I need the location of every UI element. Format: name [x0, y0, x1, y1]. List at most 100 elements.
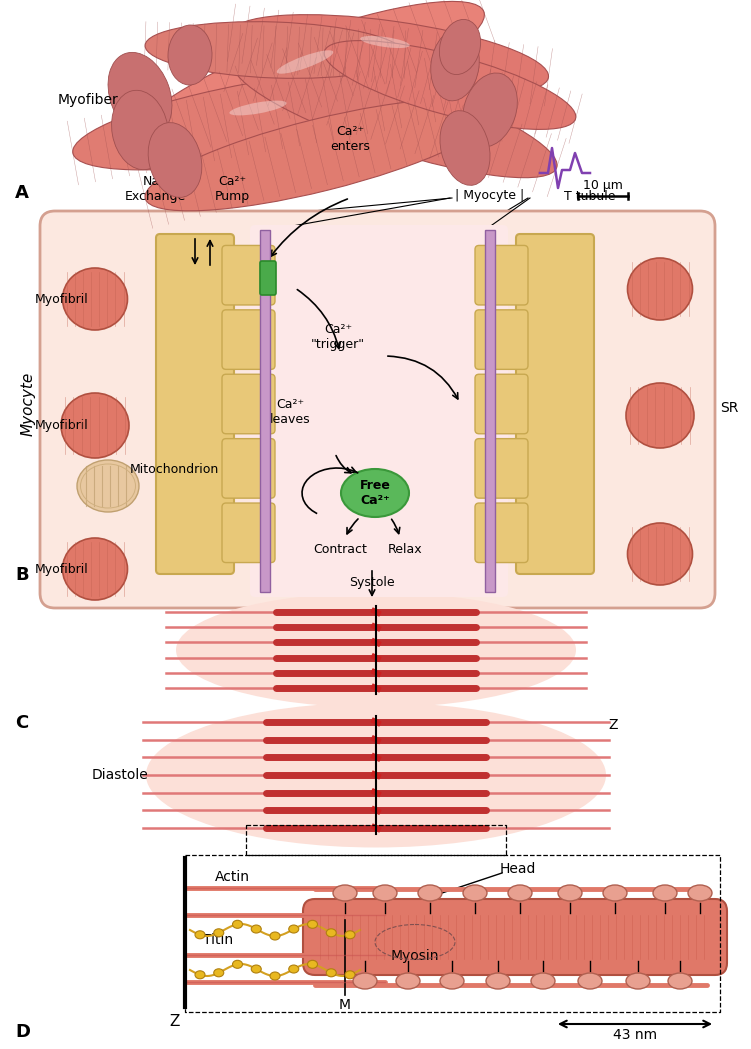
Text: A: A [15, 184, 29, 202]
Text: | Myocyte |: | Myocyte | [455, 190, 525, 202]
Text: Relax: Relax [388, 543, 422, 556]
Text: Myosin: Myosin [391, 949, 439, 963]
FancyBboxPatch shape [40, 211, 715, 608]
Ellipse shape [168, 25, 212, 85]
Ellipse shape [324, 41, 576, 129]
Ellipse shape [373, 885, 397, 901]
Text: Z: Z [170, 1014, 180, 1029]
Ellipse shape [440, 111, 490, 186]
Text: Free
Ca²⁺: Free Ca²⁺ [360, 479, 391, 507]
Ellipse shape [252, 925, 261, 933]
Text: Ca²⁺
leaves: Ca²⁺ leaves [270, 398, 310, 426]
Ellipse shape [62, 538, 128, 600]
Text: Actin: Actin [215, 870, 250, 884]
Ellipse shape [231, 15, 548, 95]
Ellipse shape [603, 885, 627, 901]
Ellipse shape [463, 885, 487, 901]
FancyBboxPatch shape [156, 234, 234, 574]
Ellipse shape [440, 973, 464, 989]
Ellipse shape [270, 932, 280, 940]
Ellipse shape [531, 973, 555, 989]
Ellipse shape [431, 29, 479, 101]
Ellipse shape [145, 100, 495, 211]
Ellipse shape [229, 101, 287, 115]
Ellipse shape [626, 973, 650, 989]
Text: M: M [339, 998, 351, 1012]
Ellipse shape [276, 50, 333, 73]
Ellipse shape [61, 393, 129, 458]
FancyBboxPatch shape [222, 438, 275, 498]
Text: Ca²⁺
"trigger": Ca²⁺ "trigger" [311, 323, 365, 351]
Text: Systole: Systole [349, 576, 395, 588]
Text: Na⁺
Exchange: Na⁺ Exchange [125, 175, 185, 204]
FancyBboxPatch shape [222, 504, 275, 562]
Ellipse shape [668, 973, 692, 989]
Text: Myofiber: Myofiber [58, 93, 119, 107]
FancyBboxPatch shape [303, 899, 727, 975]
Ellipse shape [333, 885, 357, 901]
Ellipse shape [73, 70, 448, 170]
Text: Titin: Titin [203, 933, 233, 947]
Ellipse shape [353, 973, 377, 989]
Text: Diastole: Diastole [92, 768, 148, 782]
Text: C: C [15, 714, 29, 732]
FancyBboxPatch shape [475, 374, 528, 433]
Ellipse shape [439, 20, 481, 74]
Ellipse shape [558, 885, 582, 901]
Ellipse shape [62, 267, 128, 330]
Ellipse shape [508, 885, 532, 901]
Text: 10 μm: 10 μm [583, 179, 623, 192]
FancyBboxPatch shape [516, 234, 594, 574]
Text: Myocyte: Myocyte [20, 372, 35, 436]
FancyBboxPatch shape [475, 504, 528, 562]
Ellipse shape [233, 52, 557, 177]
Text: T tubule: T tubule [564, 190, 616, 204]
Ellipse shape [345, 930, 355, 939]
Ellipse shape [307, 920, 318, 928]
FancyBboxPatch shape [250, 224, 508, 597]
Text: Myofibril: Myofibril [35, 419, 89, 431]
Ellipse shape [326, 928, 336, 937]
FancyBboxPatch shape [222, 245, 275, 305]
Ellipse shape [288, 965, 299, 973]
Text: Ca²⁺
Pump: Ca²⁺ Pump [215, 175, 249, 204]
Ellipse shape [418, 885, 442, 901]
FancyBboxPatch shape [475, 245, 528, 305]
Text: Myofibril: Myofibril [35, 563, 89, 577]
Text: Z: Z [608, 718, 617, 732]
Ellipse shape [214, 928, 224, 937]
Ellipse shape [628, 258, 692, 320]
Ellipse shape [195, 970, 205, 979]
Text: D: D [15, 1023, 30, 1041]
Ellipse shape [578, 973, 602, 989]
Text: Head: Head [500, 862, 536, 876]
Ellipse shape [288, 925, 299, 933]
Bar [260, 230, 270, 592]
Ellipse shape [112, 90, 168, 170]
Ellipse shape [360, 36, 410, 48]
Ellipse shape [628, 523, 692, 585]
Ellipse shape [148, 123, 202, 197]
Ellipse shape [108, 52, 172, 137]
Ellipse shape [195, 930, 205, 939]
Ellipse shape [176, 593, 576, 707]
Ellipse shape [326, 969, 336, 977]
Ellipse shape [146, 703, 606, 848]
Ellipse shape [486, 973, 510, 989]
Ellipse shape [463, 73, 517, 147]
Text: Contract: Contract [313, 543, 367, 556]
Text: Myofibril: Myofibril [35, 293, 89, 305]
Ellipse shape [233, 920, 243, 928]
Ellipse shape [688, 885, 712, 901]
Bar [485, 230, 495, 592]
Ellipse shape [396, 973, 420, 989]
Text: SR: SR [720, 401, 738, 415]
Text: 43 nm: 43 nm [613, 1028, 657, 1042]
Ellipse shape [307, 960, 318, 968]
Text: Mitochondrion: Mitochondrion [130, 463, 219, 476]
FancyBboxPatch shape [222, 309, 275, 369]
Ellipse shape [252, 965, 261, 973]
Ellipse shape [145, 22, 405, 79]
Ellipse shape [214, 969, 224, 977]
Ellipse shape [341, 469, 409, 517]
